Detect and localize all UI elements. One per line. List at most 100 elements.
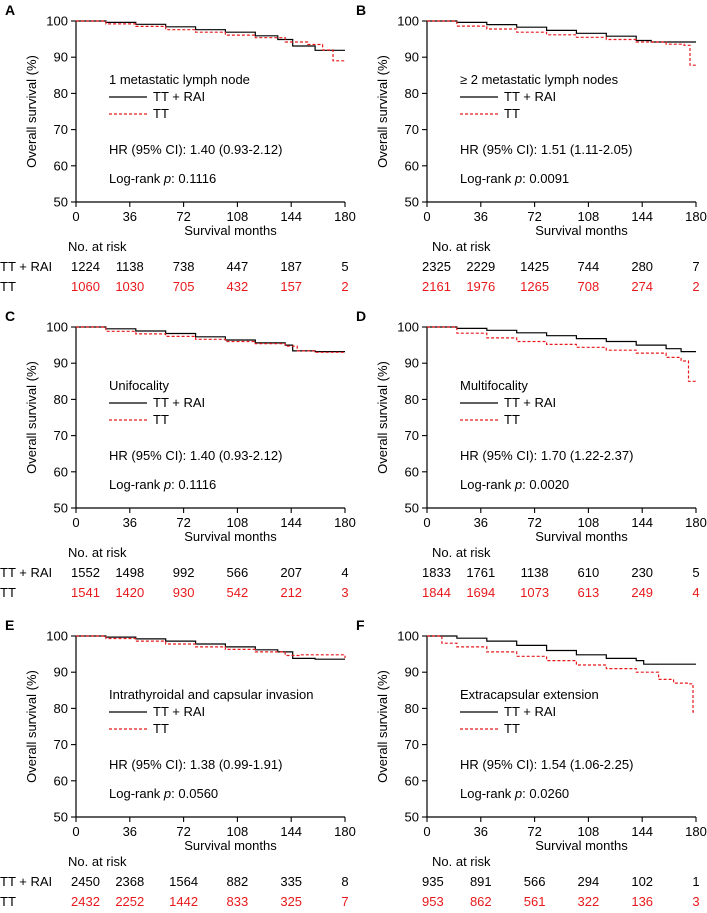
x-axis-title: Survival months [535,838,628,853]
y-axis-title: Overall survival (%) [24,361,39,474]
risk-count: 566 [227,565,249,580]
risk-header: No. at risk [432,545,491,560]
panel-c: C 50 60 70 80 90 100 0 36 72 108 144 180 Survival mon… [0,308,356,600]
risk-count: 1420 [115,585,144,600]
panel-f: F 50 60 70 80 90 100 0 36 72 108 144 180 Survival mon… [356,617,707,909]
risk-count: 613 [578,585,600,600]
y-tick-label: 60 [405,464,419,479]
y-tick-label: 100 [46,320,68,335]
curve-tt-rai [76,326,345,353]
logrank-colon: : [171,171,178,186]
subgroup-title: 1 metastatic lymph node [109,72,250,87]
risk-label-tt-rai: TT + RAI [0,259,52,274]
risk-label-tt: TT [0,585,16,600]
y-tick-label: 90 [405,665,419,680]
panel-letter: E [5,617,14,633]
y-tick-label: 80 [405,701,419,716]
panel-d: D 50 60 70 80 90 100 0 36 72 108 144 180 Survival mon… [356,308,707,600]
risk-count: 274 [631,279,653,294]
panel-letter: B [356,2,366,18]
x-tick-label: 108 [578,209,600,224]
y-tick-label: 70 [54,428,68,443]
risk-count: 432 [227,279,249,294]
risk-header: No. at risk [68,239,127,254]
risk-count: 708 [578,279,600,294]
curve-tt-rai [427,326,696,353]
legend-label-tt: TT [504,721,520,736]
y-tick-label: 50 [54,195,68,210]
y-tick-label: 100 [397,14,419,29]
y-axis-title: Overall survival (%) [24,670,39,783]
x-tick-label: 0 [72,515,79,530]
y-tick-label: 80 [54,392,68,407]
x-tick-label: 108 [227,824,249,839]
risk-count: 1060 [71,279,100,294]
x-tick-label: 36 [123,515,137,530]
x-axis-title: Survival months [184,223,277,238]
x-tick-label: 36 [474,824,488,839]
risk-count: 322 [578,894,600,909]
risk-count: 1073 [520,585,549,600]
legend-label-tt: TT [504,106,520,121]
curve-tt [427,326,696,382]
risk-count: 561 [524,894,546,909]
risk-count: 1030 [115,279,144,294]
hr-value: 1.40 (0.93-2.12) [190,142,283,157]
curve-tt [427,635,696,713]
hr-value: 1.54 (1.06-2.25) [541,757,634,772]
risk-count: 1138 [521,565,549,580]
logrank-colon: : [171,477,178,492]
panel-letter: D [356,308,366,324]
x-tick-label: 108 [227,515,249,530]
risk-count: 2 [692,279,699,294]
hr-value: 1.51 (1.11-2.05) [541,142,633,157]
legend-label-tt-rai: TT + RAI [153,395,205,410]
risk-count: 992 [173,565,195,580]
hr-value: 1.38 (0.99-1.91) [190,757,283,772]
risk-count: 5 [341,259,348,274]
risk-count: 2229 [466,259,495,274]
risk-count: 1694 [466,585,495,600]
x-tick-label: 108 [578,824,600,839]
x-tick-label: 180 [685,515,707,530]
logrank-value: 0.0091 [529,171,569,186]
logrank-p: p [514,786,522,801]
logrank-p: p [163,786,171,801]
y-tick-label: 80 [54,86,68,101]
logrank-value: 0.1116 [178,171,216,186]
x-axis-title: Survival months [184,838,277,853]
logrank-text: Log-rank p: 0.1116 [109,477,216,492]
logrank-prefix: Log-rank [109,786,164,801]
risk-count: 1833 [422,565,451,580]
risk-count: 187 [280,259,302,274]
logrank-colon: : [522,477,529,492]
x-tick-label: 72 [527,824,541,839]
risk-count: 1224 [71,259,100,274]
logrank-value: 0.0260 [529,786,569,801]
risk-count: 1552 [71,565,100,580]
y-tick-label: 70 [405,737,419,752]
risk-count: 3 [341,585,348,600]
x-tick-label: 180 [334,824,356,839]
logrank-p: p [514,477,522,492]
logrank-prefix: Log-rank [109,171,164,186]
risk-count: 207 [280,565,302,580]
y-axis-title: Overall survival (%) [375,361,390,474]
logrank-prefix: Log-rank [109,477,164,492]
logrank-p: p [163,171,171,186]
panel-letter: C [5,308,15,324]
panel-letter: A [5,2,15,18]
risk-count: 1761 [466,565,495,580]
curve-tt-rai [427,635,696,665]
risk-label-tt: TT [0,894,16,909]
x-tick-label: 144 [631,515,653,530]
curve-tt [76,635,346,659]
logrank-p: p [514,171,522,186]
x-tick-label: 180 [334,209,356,224]
risk-count: 705 [173,279,195,294]
subgroup-title: ≥ 2 metastatic lymph nodes [460,72,619,87]
y-tick-label: 70 [54,737,68,752]
y-axis-title: Overall survival (%) [375,55,390,168]
